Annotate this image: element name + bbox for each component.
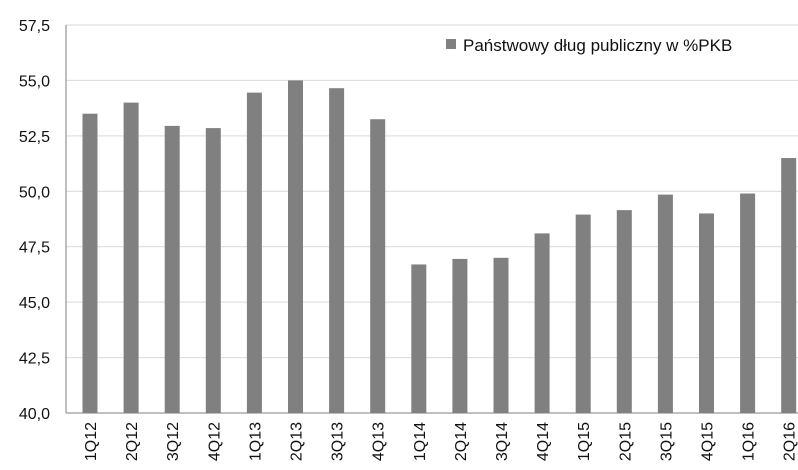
- bar: [616, 210, 632, 413]
- x-tick-label: 1Q16: [741, 422, 758, 461]
- legend: Państwowy dług publiczny w %PKB: [446, 36, 732, 55]
- x-tick-label: 2Q16: [782, 422, 798, 461]
- y-tick-label: 47,5: [19, 240, 50, 257]
- bar-series: [82, 80, 797, 413]
- bar: [657, 194, 673, 413]
- x-tick-label: 2Q12: [124, 422, 141, 461]
- x-tick-label: 3Q13: [330, 422, 347, 461]
- bar: [411, 264, 427, 413]
- bar: [164, 125, 180, 413]
- x-tick-label: 4Q15: [700, 422, 717, 461]
- x-tick-label: 1Q13: [247, 422, 264, 461]
- bar: [370, 119, 386, 413]
- y-tick-label: 42,5: [19, 351, 50, 368]
- bar: [699, 213, 714, 413]
- bar: [205, 128, 221, 413]
- legend-swatch: [446, 39, 456, 49]
- x-tick-label: 3Q14: [494, 422, 511, 461]
- x-tick-label: 3Q15: [658, 422, 675, 461]
- y-axis-tick-labels: 40,0 42,5 45,0 47,5 50,0 52,5 55,0 57,5: [19, 18, 50, 423]
- x-tick-label: 2Q15: [617, 422, 634, 461]
- bar: [575, 214, 591, 413]
- bar: [82, 113, 98, 413]
- bar: [452, 258, 468, 413]
- x-tick-label: 3Q12: [165, 422, 182, 461]
- y-tick-label: 40,0: [19, 406, 50, 423]
- y-tick-label: 55,0: [19, 73, 50, 90]
- bar: [781, 158, 797, 413]
- bar: [246, 92, 262, 413]
- x-tick-label: 4Q13: [371, 422, 388, 461]
- axes: [65, 25, 798, 414]
- y-tick-label: 57,5: [19, 18, 50, 35]
- y-tick-label: 45,0: [19, 295, 50, 312]
- bar: [740, 193, 756, 413]
- bar: [329, 88, 345, 413]
- bar: [288, 80, 303, 413]
- x-tick-label: 2Q14: [453, 422, 470, 461]
- x-tick-label: 1Q14: [412, 422, 429, 461]
- x-tick-label: 4Q12: [206, 422, 223, 461]
- bar: [534, 233, 550, 413]
- x-tick-label: 4Q14: [535, 422, 552, 461]
- x-tick-label: 1Q12: [83, 422, 100, 461]
- x-tick-label: 1Q15: [576, 422, 593, 461]
- legend-label: Państwowy dług publiczny w %PKB: [463, 36, 732, 55]
- x-axis-tick-labels: 1Q12 2Q12 3Q12 4Q12 1Q13 2Q13 3Q13 4Q13 1Q14 2Q14…: [83, 422, 798, 461]
- bar: [493, 257, 509, 413]
- x-tick-label: 2Q13: [289, 422, 306, 461]
- y-tick-label: 50,0: [19, 184, 50, 201]
- y-tick-label: 52,5: [19, 129, 50, 146]
- bar: [123, 102, 139, 413]
- gridlines: [66, 24, 798, 359]
